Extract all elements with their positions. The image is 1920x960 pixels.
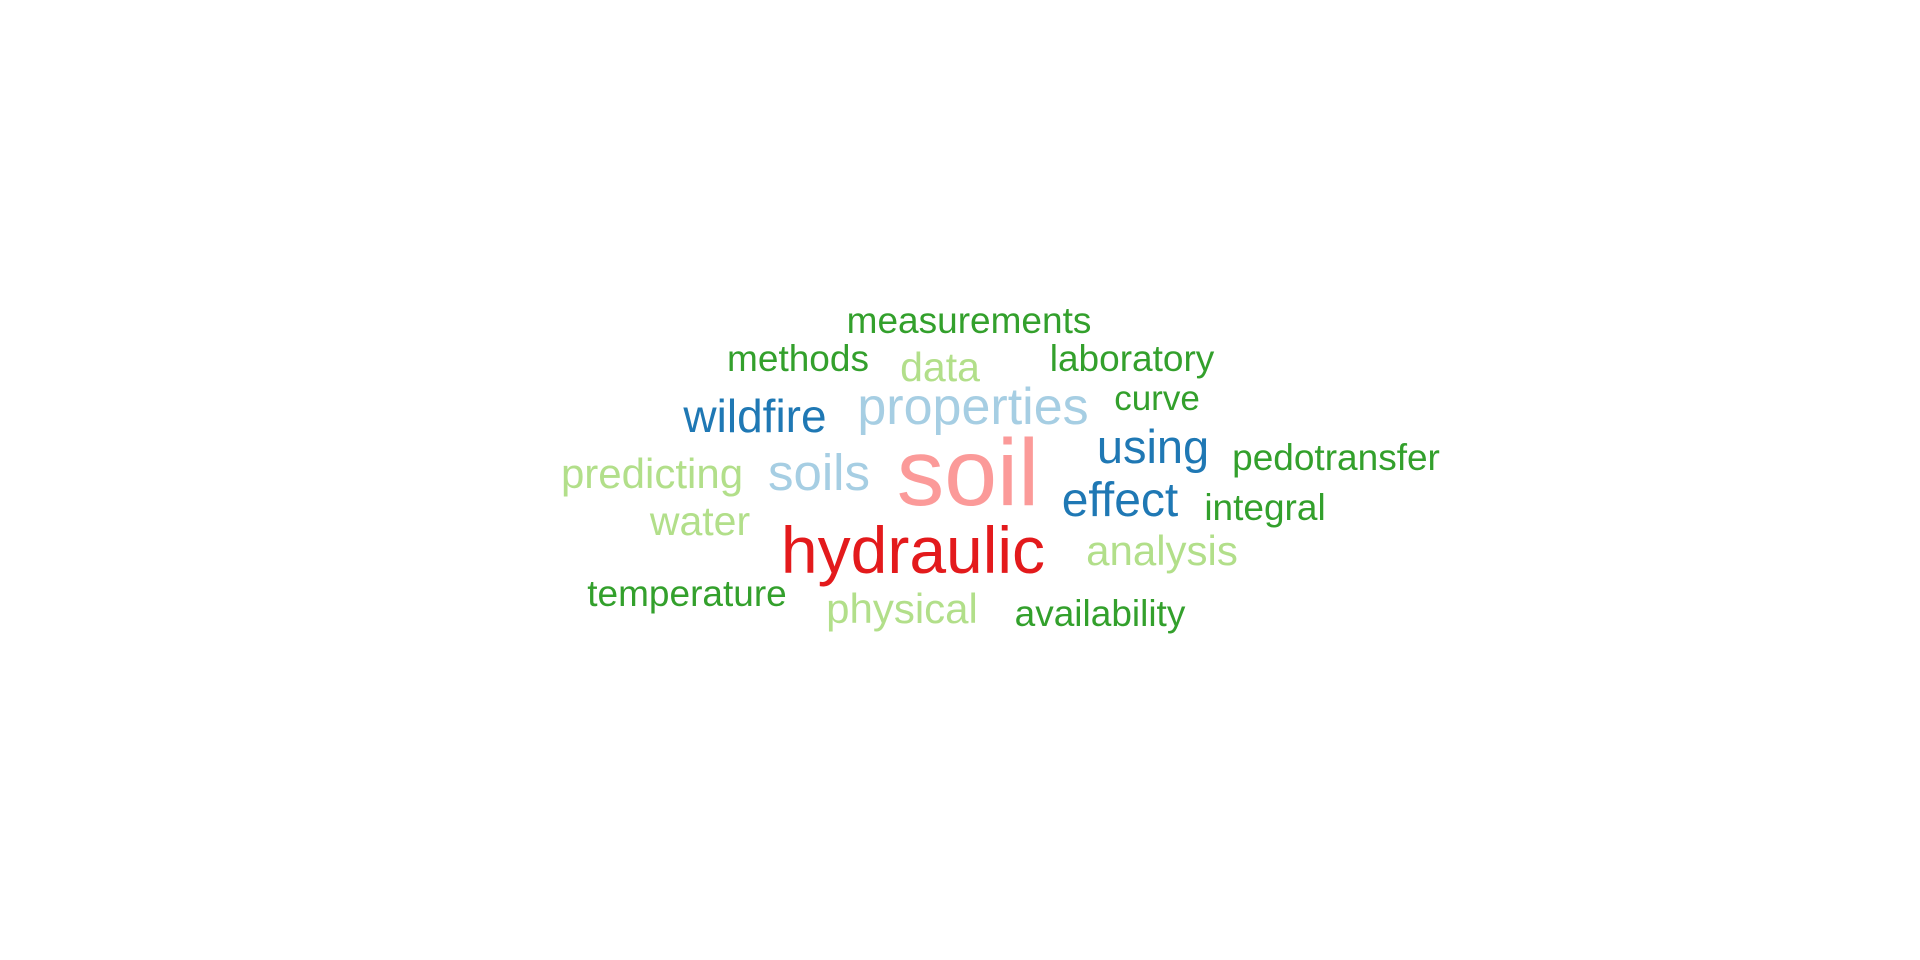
word-analysis: analysis <box>1086 527 1238 574</box>
word-predicting: predicting <box>560 450 744 497</box>
word-properties: properties <box>857 378 1089 436</box>
word-hydraulic: hydraulic <box>780 513 1046 587</box>
word-integral: integral <box>1204 487 1326 528</box>
word-laboratory: laboratory <box>1049 338 1215 379</box>
word-effect: effect <box>1061 474 1179 527</box>
word-methods: methods <box>727 338 869 379</box>
word-soils: soils <box>767 444 871 501</box>
word-soil: soil <box>896 420 1040 526</box>
word-physical: physical <box>826 585 978 632</box>
word-using: using <box>1096 420 1210 473</box>
word-wildfire: wildfire <box>683 390 827 442</box>
word-water: water <box>649 498 751 544</box>
word-availability: availability <box>1014 593 1186 634</box>
word-data: data <box>900 344 980 390</box>
word-measurements: measurements <box>846 300 1092 341</box>
word-temperature: temperature <box>587 573 787 614</box>
word-curve: curve <box>1114 379 1200 418</box>
word-pedotransfer: pedotransfer <box>1232 437 1440 478</box>
